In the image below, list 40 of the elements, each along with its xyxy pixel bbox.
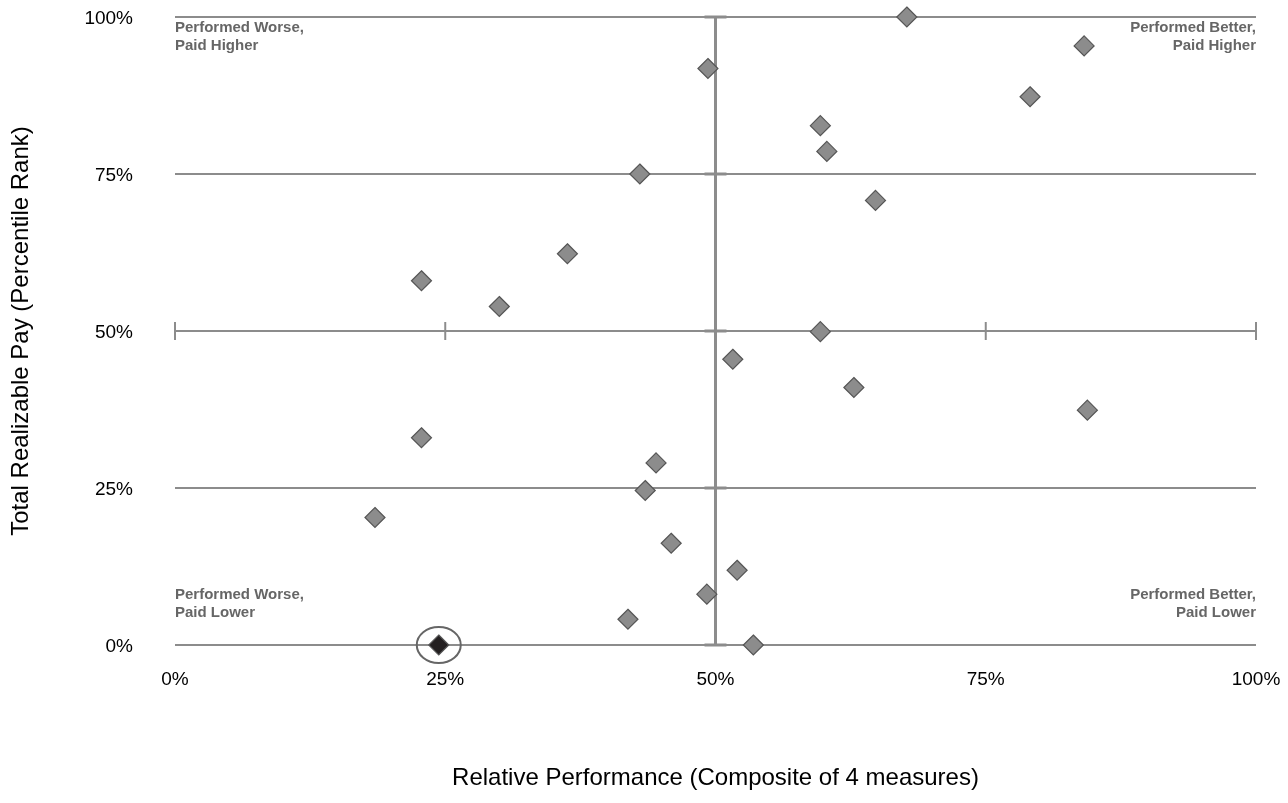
point — [726, 559, 748, 581]
y-axis-title: Total Realizable Pay (Percentile Rank) — [6, 126, 33, 536]
x-axis-title: Relative Performance (Composite of 4 measures) — [452, 763, 979, 790]
annotation: Performed Better, Paid Higher — [1130, 18, 1257, 53]
x-tick-label: 0% — [161, 668, 189, 689]
point — [697, 57, 719, 80]
point — [1076, 399, 1098, 421]
annotation: Performed Better, Paid Lower — [1130, 585, 1257, 620]
point — [634, 479, 656, 502]
point — [1019, 86, 1041, 108]
point — [629, 163, 651, 185]
point — [617, 608, 639, 630]
point — [843, 376, 865, 399]
annotation: Performed Worse, Paid Lower — [175, 585, 304, 620]
y-tick-label: 25% — [94, 478, 134, 499]
point — [488, 295, 510, 318]
annotation: Performed Worse, Paid Higher — [175, 18, 304, 53]
point — [742, 634, 764, 656]
point — [722, 348, 744, 370]
point — [1073, 35, 1095, 57]
point — [816, 140, 838, 162]
y-tick-label: 100% — [84, 7, 134, 28]
y-tick-label: 75% — [94, 164, 134, 185]
point — [556, 243, 578, 265]
point — [410, 427, 433, 449]
point — [660, 532, 682, 554]
y-tick-label: 50% — [94, 321, 134, 342]
y-tick-label: 0% — [105, 635, 134, 656]
point — [809, 321, 831, 343]
point — [364, 506, 386, 529]
point — [864, 189, 887, 211]
point — [809, 115, 831, 137]
x-tick-label: 100% — [1231, 668, 1281, 689]
point — [645, 452, 667, 474]
point — [410, 270, 433, 292]
x-tick-label: 25% — [426, 668, 465, 689]
x-tick-label: 50% — [696, 668, 735, 689]
x-tick-label: 75% — [966, 668, 1005, 689]
point — [696, 583, 718, 605]
point — [896, 6, 918, 28]
